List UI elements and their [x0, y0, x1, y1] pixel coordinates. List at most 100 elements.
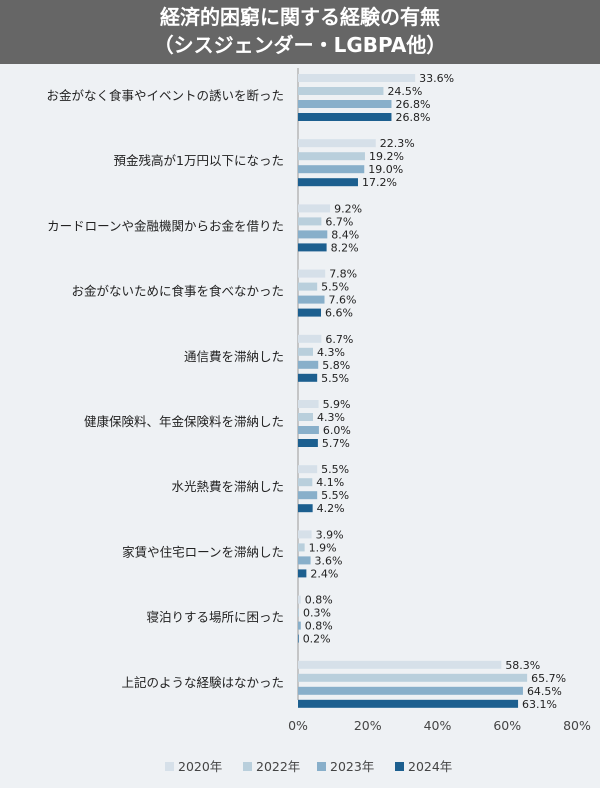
- data-label: 4.1%: [316, 476, 344, 489]
- data-label: 6.6%: [325, 307, 353, 320]
- bar: [298, 204, 331, 213]
- bar: [298, 608, 300, 617]
- bar: [298, 100, 392, 108]
- bar: [298, 634, 299, 643]
- category-label: 健康保険料、年金保険料を滞納した: [84, 414, 284, 429]
- category-label: 上記のような経験はなかった: [121, 675, 284, 690]
- bar: [298, 373, 318, 382]
- data-label: 3.6%: [315, 554, 343, 567]
- bar: [298, 178, 358, 187]
- bar: [298, 139, 376, 148]
- data-label: 17.2%: [362, 176, 397, 189]
- bar: [298, 152, 365, 161]
- data-label: 65.7%: [531, 672, 566, 685]
- legend-swatch: [395, 762, 404, 771]
- bar: [298, 556, 311, 565]
- bar: [298, 595, 301, 604]
- category-label: 家賃や住宅ローンを滞納した: [122, 544, 284, 559]
- data-label: 5.5%: [321, 489, 349, 502]
- chart-title: 経済的困窮に関する経験の有無: [160, 5, 440, 29]
- data-label: 5.9%: [323, 398, 351, 411]
- data-label: 4.3%: [317, 346, 345, 359]
- bar: [298, 165, 365, 174]
- bar: [298, 295, 325, 304]
- bar: [298, 230, 328, 239]
- chart-subtitle: （シスジェンダー・LGBPA他）: [153, 33, 447, 57]
- bar: [298, 439, 318, 447]
- bar: [298, 217, 322, 226]
- bar: [298, 347, 313, 356]
- x-tick-label: 0%: [288, 718, 308, 733]
- legend-label: 2024年: [408, 759, 452, 774]
- bar: [298, 269, 326, 278]
- bar: [298, 87, 384, 95]
- legend-swatch: [165, 762, 174, 771]
- category-label: カードローンや金融機関からお金を借りた: [47, 218, 284, 233]
- data-label: 1.9%: [309, 541, 337, 554]
- bar: [298, 308, 322, 317]
- data-label: 4.2%: [317, 502, 345, 515]
- category-label: 寝泊りする場所に困った: [146, 610, 284, 625]
- category-label: 通信費を滞納した: [184, 349, 284, 364]
- data-label: 22.3%: [380, 137, 415, 150]
- data-label: 19.2%: [369, 150, 404, 163]
- data-label: 4.3%: [317, 411, 345, 424]
- data-label: 0.8%: [305, 594, 333, 607]
- data-label: 0.2%: [303, 633, 331, 646]
- data-label: 8.4%: [331, 228, 359, 241]
- data-label: 26.8%: [395, 111, 430, 124]
- bar: [298, 426, 319, 434]
- data-label: 64.5%: [527, 685, 562, 698]
- bar: [298, 504, 313, 513]
- bar: [298, 243, 327, 252]
- data-label: 26.8%: [395, 98, 430, 111]
- data-label: 5.8%: [322, 359, 350, 372]
- data-label: 3.9%: [316, 528, 344, 541]
- bar: [298, 478, 313, 487]
- bar: [298, 360, 319, 369]
- bar: [298, 334, 322, 343]
- data-label: 7.8%: [329, 268, 357, 281]
- bar: [298, 673, 528, 682]
- data-label: 19.0%: [368, 163, 403, 176]
- data-label: 8.2%: [331, 241, 359, 254]
- legend-label: 2022年: [256, 759, 300, 774]
- data-label: 5.5%: [321, 463, 349, 476]
- data-label: 6.7%: [325, 333, 353, 346]
- data-label: 63.1%: [522, 698, 557, 711]
- bar: [298, 530, 312, 539]
- legend-label: 2023年: [330, 759, 374, 774]
- bar: [298, 569, 307, 578]
- category-label: 預金残高が1万円以下になった: [114, 153, 284, 168]
- category-label: 水光熱費を滞納した: [171, 479, 284, 494]
- bar: [298, 621, 301, 630]
- data-label: 2.4%: [310, 567, 338, 580]
- data-label: 0.3%: [303, 607, 331, 620]
- bar: [298, 699, 519, 708]
- x-tick-label: 40%: [424, 718, 452, 733]
- x-tick-label: 60%: [493, 718, 521, 733]
- bar: [298, 113, 392, 121]
- x-tick-label: 80%: [563, 718, 591, 733]
- bar: [298, 491, 318, 500]
- chart-title-banner: 経済的困窮に関する経験の有無 （シスジェンダー・LGBPA他）: [0, 0, 600, 64]
- legend-swatch: [243, 762, 252, 771]
- legend-swatch: [317, 762, 326, 771]
- category-label: お金がないために食事を食べなかった: [71, 284, 284, 299]
- bar: [298, 282, 318, 291]
- bar: [298, 660, 502, 669]
- data-label: 24.5%: [387, 85, 422, 98]
- data-label: 7.6%: [329, 294, 357, 307]
- bar: [298, 465, 318, 474]
- data-label: 6.7%: [325, 215, 353, 228]
- data-label: 6.0%: [323, 424, 351, 437]
- bar: [298, 686, 523, 695]
- category-label: お金がなく食事やイベントの誘いを断った: [46, 88, 284, 103]
- data-label: 0.8%: [305, 620, 333, 633]
- legend-label: 2020年: [178, 759, 222, 774]
- bar: [298, 74, 416, 82]
- data-label: 9.2%: [334, 202, 362, 215]
- bar: [298, 543, 305, 552]
